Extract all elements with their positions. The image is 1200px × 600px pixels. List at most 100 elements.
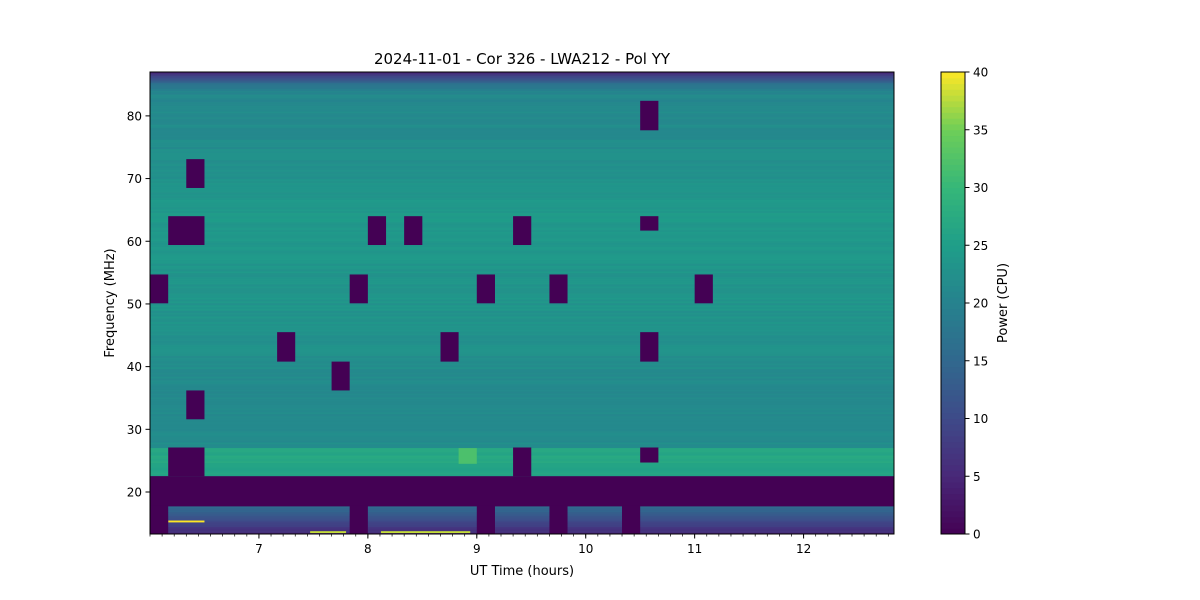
- heatmap-row: [150, 312, 894, 315]
- heatmap-row: [150, 347, 894, 351]
- colorbar-tick-label: 35: [973, 123, 988, 137]
- heatmap-row: [150, 253, 894, 257]
- colorbar-segment: [941, 430, 965, 437]
- masked-block: [331, 361, 350, 391]
- colorbar-segment: [941, 406, 965, 414]
- heatmap-row: [150, 387, 894, 390]
- colorbar-segment: [941, 303, 965, 310]
- heatmap-row: [150, 530, 894, 533]
- heatmap-row: [150, 443, 894, 447]
- colorbar-segment: [941, 106, 965, 113]
- heatmap-row: [150, 295, 894, 298]
- heatmap-row: [150, 391, 894, 394]
- heatmap-row: [150, 152, 894, 155]
- colorbar-segment: [941, 279, 965, 287]
- y-tick-label: 30: [127, 423, 142, 437]
- heatmap-row: [150, 505, 894, 509]
- heatmap-row: [150, 118, 894, 121]
- masked-block: [277, 332, 296, 362]
- heatmap-row: [150, 411, 894, 415]
- heatmap-row: [150, 161, 894, 165]
- heatmap-row: [150, 313, 894, 317]
- colorbar-segment: [941, 435, 965, 443]
- heatmap-row: [150, 383, 894, 387]
- heatmap-row: [150, 413, 894, 417]
- colorbar-segment: [941, 158, 965, 165]
- colorbar-segment: [941, 193, 965, 200]
- colorbar-segment: [941, 516, 965, 523]
- colorbar-segment: [941, 227, 965, 235]
- colorbar-tick-label: 0: [973, 528, 981, 542]
- colorbar-segment: [941, 499, 965, 506]
- masked-block: [150, 476, 894, 506]
- heatmap-row: [150, 330, 894, 334]
- x-tick-label: 7: [255, 542, 263, 556]
- heatmap-row: [150, 392, 894, 396]
- heatmap-row: [150, 276, 894, 279]
- masked-block: [168, 216, 205, 246]
- masked-block: [640, 447, 659, 463]
- colorbar-segment: [941, 401, 965, 408]
- heatmap-row: [150, 114, 894, 118]
- heatmap-row: [150, 528, 894, 531]
- heatmap-row: [150, 110, 894, 114]
- heatmap-row: [150, 272, 894, 276]
- heatmap-row: [150, 174, 894, 178]
- masked-block: [150, 274, 169, 304]
- heatmap-row: [150, 389, 894, 392]
- masked-block: [549, 505, 568, 534]
- heatmap-row: [150, 283, 894, 287]
- heatmap-row: [150, 259, 894, 262]
- heatmap-row: [150, 208, 894, 212]
- colorbar-segment: [941, 210, 965, 217]
- chart-title: 2024-11-01 - Cor 326 - LWA212 - Pol YY: [374, 50, 671, 68]
- colorbar-tick-label: 5: [973, 470, 981, 484]
- heatmap-row: [150, 302, 894, 306]
- heatmap-row: [150, 524, 894, 528]
- colorbar-tick-label: 15: [973, 354, 988, 368]
- heatmap-row: [150, 125, 894, 129]
- heatmap-row: [150, 526, 894, 529]
- heatmap-row: [150, 176, 894, 180]
- colorbar-segment: [941, 458, 965, 466]
- heatmap-row: [150, 379, 894, 383]
- colorbar-segment: [941, 164, 965, 171]
- heatmap-row: [150, 257, 894, 261]
- colorbar-segment: [941, 89, 965, 96]
- heatmap-row: [150, 263, 894, 266]
- heatmap-row: [150, 376, 894, 379]
- heatmap-row: [150, 332, 894, 336]
- heatmap-row: [150, 101, 894, 104]
- heatmap-row: [150, 84, 894, 88]
- heatmap-row: [150, 193, 894, 197]
- colorbar-segment: [941, 366, 965, 373]
- colorbar-segment: [941, 152, 965, 160]
- heatmap-row: [150, 251, 894, 255]
- heatmap-row: [150, 278, 894, 281]
- heatmap-row: [150, 355, 894, 358]
- x-axis-label: UT Time (hours): [470, 564, 574, 579]
- heatmap-row: [150, 398, 894, 402]
- heatmap-row: [150, 517, 894, 520]
- heatmap-row: [150, 428, 894, 432]
- heatmap-row: [150, 327, 894, 330]
- heatmap-row: [150, 144, 894, 148]
- heatmap-row: [150, 163, 894, 167]
- heatmap-row: [150, 107, 894, 110]
- heatmap-row: [150, 417, 894, 420]
- heatmap-row: [150, 103, 894, 106]
- heatmap-row: [150, 172, 894, 176]
- heatmap-row: [150, 377, 894, 381]
- colorbar-segment: [941, 135, 965, 142]
- colorbar-segment: [941, 487, 965, 495]
- colorbar-segment: [941, 349, 965, 356]
- heatmap-row: [150, 432, 894, 435]
- heatmap-row: [150, 362, 894, 366]
- colorbar-segment: [941, 522, 965, 529]
- colorbar-segment: [941, 320, 965, 327]
- heatmap-row: [150, 372, 894, 375]
- colorbar-segment: [941, 262, 965, 269]
- heatmap-row: [150, 203, 894, 206]
- heatmap-row: [150, 400, 894, 403]
- colorbar-segment: [941, 141, 965, 148]
